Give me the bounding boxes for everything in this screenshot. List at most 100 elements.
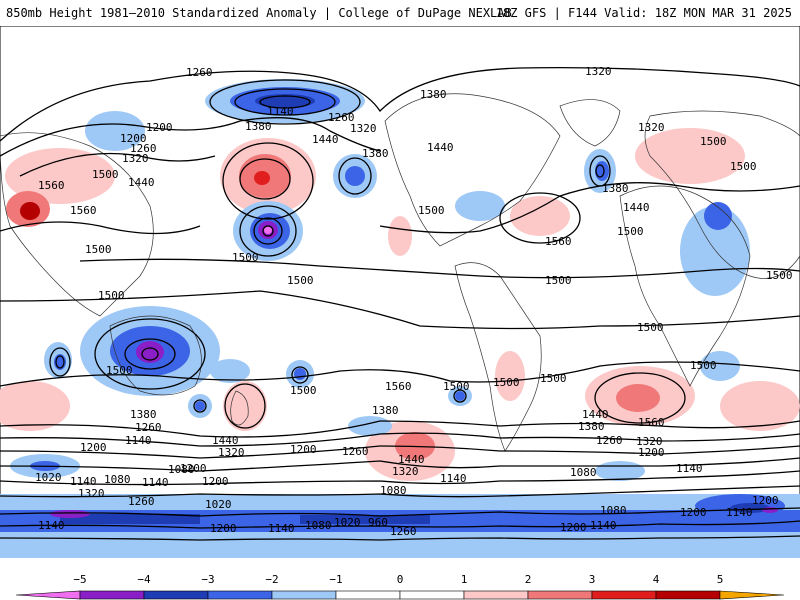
- contour-label: 1200: [146, 121, 173, 134]
- colorbar-swatch: [399, 590, 465, 600]
- colorbar-tick-label: −5: [73, 573, 86, 586]
- contour-label: 1500: [637, 321, 664, 334]
- contour-label: 1140: [440, 472, 467, 485]
- contour-label: 1080: [104, 473, 131, 486]
- contour-label: 1560: [70, 204, 97, 217]
- contour-label: 1320: [636, 435, 663, 448]
- colorbar-tick-label: 2: [525, 573, 532, 586]
- contour-label: 1080: [380, 484, 407, 497]
- contour-label: 1080: [305, 519, 332, 532]
- colorbar-tick-label: −3: [201, 573, 214, 586]
- contour-label: 1560: [38, 179, 65, 192]
- contour-label: 1140: [38, 519, 65, 532]
- colorbar-tick-label: −1: [329, 573, 342, 586]
- contour-label: 1500: [540, 372, 567, 385]
- contour-label: 1500: [98, 289, 125, 302]
- contour-label: 1260: [135, 421, 162, 434]
- contour-label: 1140: [726, 506, 753, 519]
- contour-label: 1440: [623, 201, 650, 214]
- contour-label: 1260: [128, 495, 155, 508]
- contour-labels: 1260 1320 1380 1140 1260 1320 1380 1440 …: [35, 65, 793, 538]
- contour-label: 1380: [602, 182, 629, 195]
- colorbar-tick-label: 1: [461, 573, 468, 586]
- contour-label: 1440: [212, 434, 239, 447]
- contour-label: 1500: [443, 380, 470, 393]
- contour-label: 1500: [418, 204, 445, 217]
- contour-label: 1320: [350, 122, 377, 135]
- contour-label: 1380: [130, 408, 157, 421]
- colorbar-swatch: [15, 590, 81, 600]
- contour-label: 1020: [35, 471, 62, 484]
- colorbar-swatch: [207, 590, 273, 600]
- contour-label: 1380: [245, 120, 272, 133]
- model-valid-time: 18Z GFS | F144 Valid: 18Z MON MAR 31 202…: [495, 6, 792, 20]
- contour-label: 1440: [128, 176, 155, 189]
- contour-label: 1440: [427, 141, 454, 154]
- colorbar-swatch: [143, 590, 209, 600]
- colorbar-tick-label: 5: [717, 573, 724, 586]
- contour-label: 1200: [752, 494, 779, 507]
- contour-label: 1500: [545, 274, 572, 287]
- contour-label: 1260: [186, 66, 213, 79]
- contour-label: 1200: [202, 475, 229, 488]
- contour-label: 1260: [390, 525, 417, 538]
- contour-label: 1200: [210, 522, 237, 535]
- contour-label: 1140: [70, 475, 97, 488]
- contour-label: 1200: [80, 441, 107, 454]
- contour-label: 1200: [638, 446, 665, 459]
- colorbar-swatch: [719, 590, 785, 600]
- contour-label: 1260: [342, 445, 369, 458]
- colorbar-swatch: [271, 590, 337, 600]
- contour-label: 1260: [596, 434, 623, 447]
- contour-label: 1140: [125, 434, 152, 447]
- contour-label: 1380: [420, 88, 447, 101]
- contour-label: 1200: [290, 443, 317, 456]
- contour-label: 1200: [120, 132, 147, 145]
- contour-label: 1440: [582, 408, 609, 421]
- contour-label: 1380: [372, 404, 399, 417]
- contour-label: 1200: [680, 506, 707, 519]
- contour-label: 1320: [585, 65, 612, 78]
- contour-label: 1140: [268, 522, 295, 535]
- colorbar-swatch: [591, 590, 657, 600]
- colorbar-swatch: [79, 590, 145, 600]
- contour-label: 1500: [690, 359, 717, 372]
- contour-label: 1500: [232, 251, 259, 264]
- contour-label: 1500: [106, 364, 133, 377]
- colorbar-ticks: −5 −4 −3 −2 −1 0 1 2 3 4 5: [73, 573, 723, 586]
- contour-label: 1500: [700, 135, 727, 148]
- contour-label: 1080: [600, 504, 627, 517]
- contour-label: 1140: [142, 476, 169, 489]
- contour-label: 1140: [590, 519, 617, 532]
- contour-label: 1020: [205, 498, 232, 511]
- contour-label: 1320: [122, 152, 149, 165]
- colorbar-tick-label: 3: [589, 573, 596, 586]
- anomaly-colorbar: −5 −4 −3 −2 −1 0 1 2 3 4 5: [15, 573, 785, 600]
- height-contours: [0, 66, 800, 541]
- contour-label: 1320: [638, 121, 665, 134]
- colorbar-swatches: [15, 590, 785, 600]
- contour-label: 1500: [92, 168, 119, 181]
- contour-label: 1320: [78, 487, 105, 500]
- contour-label: 1320: [218, 446, 245, 459]
- contour-label: 1260: [328, 111, 355, 124]
- map-title: 850mb Height 1981–2010 Standardized Anom…: [6, 6, 512, 20]
- contour-label: 1020: [334, 516, 361, 529]
- colorbar-swatch: [655, 590, 721, 600]
- contour-label: 1500: [493, 376, 520, 389]
- contour-label: 1260: [130, 142, 157, 155]
- contour-label: 1200: [560, 521, 587, 534]
- anomaly-map: 1260 1320 1380 1140 1260 1320 1380 1440 …: [0, 26, 800, 558]
- contour-label: 1500: [287, 274, 314, 287]
- contour-label: 1200: [180, 462, 207, 475]
- colorbar-tick-label: 4: [653, 573, 660, 586]
- contour-label: 1440: [312, 133, 339, 146]
- coastlines: [0, 93, 800, 452]
- contour-label: 1440: [398, 453, 425, 466]
- contour-label: 1560: [545, 235, 572, 248]
- colorbar-swatch: [335, 590, 401, 600]
- contour-label: 1380: [578, 420, 605, 433]
- contour-label: 1560: [638, 416, 665, 429]
- contour-label: 1080: [168, 463, 195, 476]
- contour-label: 1500: [730, 160, 757, 173]
